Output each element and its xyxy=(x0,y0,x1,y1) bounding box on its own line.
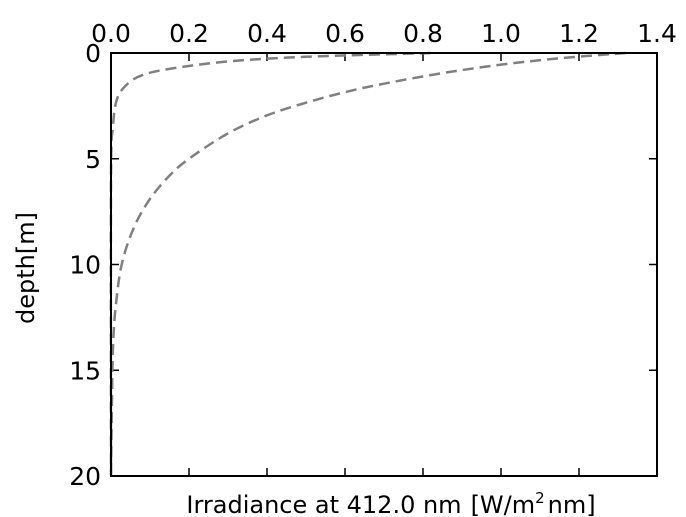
y-axis-title: depth[m] xyxy=(12,212,40,324)
plot-frame xyxy=(110,52,658,477)
x-tick-label: 0.0 xyxy=(91,19,131,48)
tick-layer: 0.0 0.2 0.4 0.6 0.8 1.0 1.2 1.4 0 5 10 15 20 xyxy=(69,19,677,491)
x-tick-label: 0.4 xyxy=(247,19,287,48)
x-tick-label: 0.2 xyxy=(169,19,209,48)
y-tick-label: 10 xyxy=(69,251,101,280)
series-line-2 xyxy=(109,51,431,477)
y-tick-label: 0 xyxy=(85,39,101,68)
x-axis-title: Irradiance at 412.0 nm [W/m2 nm] xyxy=(186,489,595,517)
y-tick-label: 15 xyxy=(69,356,101,385)
x-tick-label: 0.6 xyxy=(325,19,365,48)
y-tick-label: 5 xyxy=(85,145,101,174)
series-layer xyxy=(109,51,626,477)
x-axis-units-open: [W/m xyxy=(471,491,536,517)
x-axis-units-close: nm] xyxy=(548,491,596,517)
x-tick-label: 1.4 xyxy=(637,19,677,48)
x-axis-units-superscript: 2 xyxy=(535,489,545,507)
x-tick-label: 1.0 xyxy=(481,19,521,48)
series-line-1 xyxy=(109,51,626,477)
x-axis-title-main: Irradiance at 412.0 nm xyxy=(186,491,461,517)
x-tick-label: 0.8 xyxy=(403,19,443,48)
x-tick-label: 1.2 xyxy=(559,19,599,48)
y-tick-label: 20 xyxy=(69,462,101,491)
